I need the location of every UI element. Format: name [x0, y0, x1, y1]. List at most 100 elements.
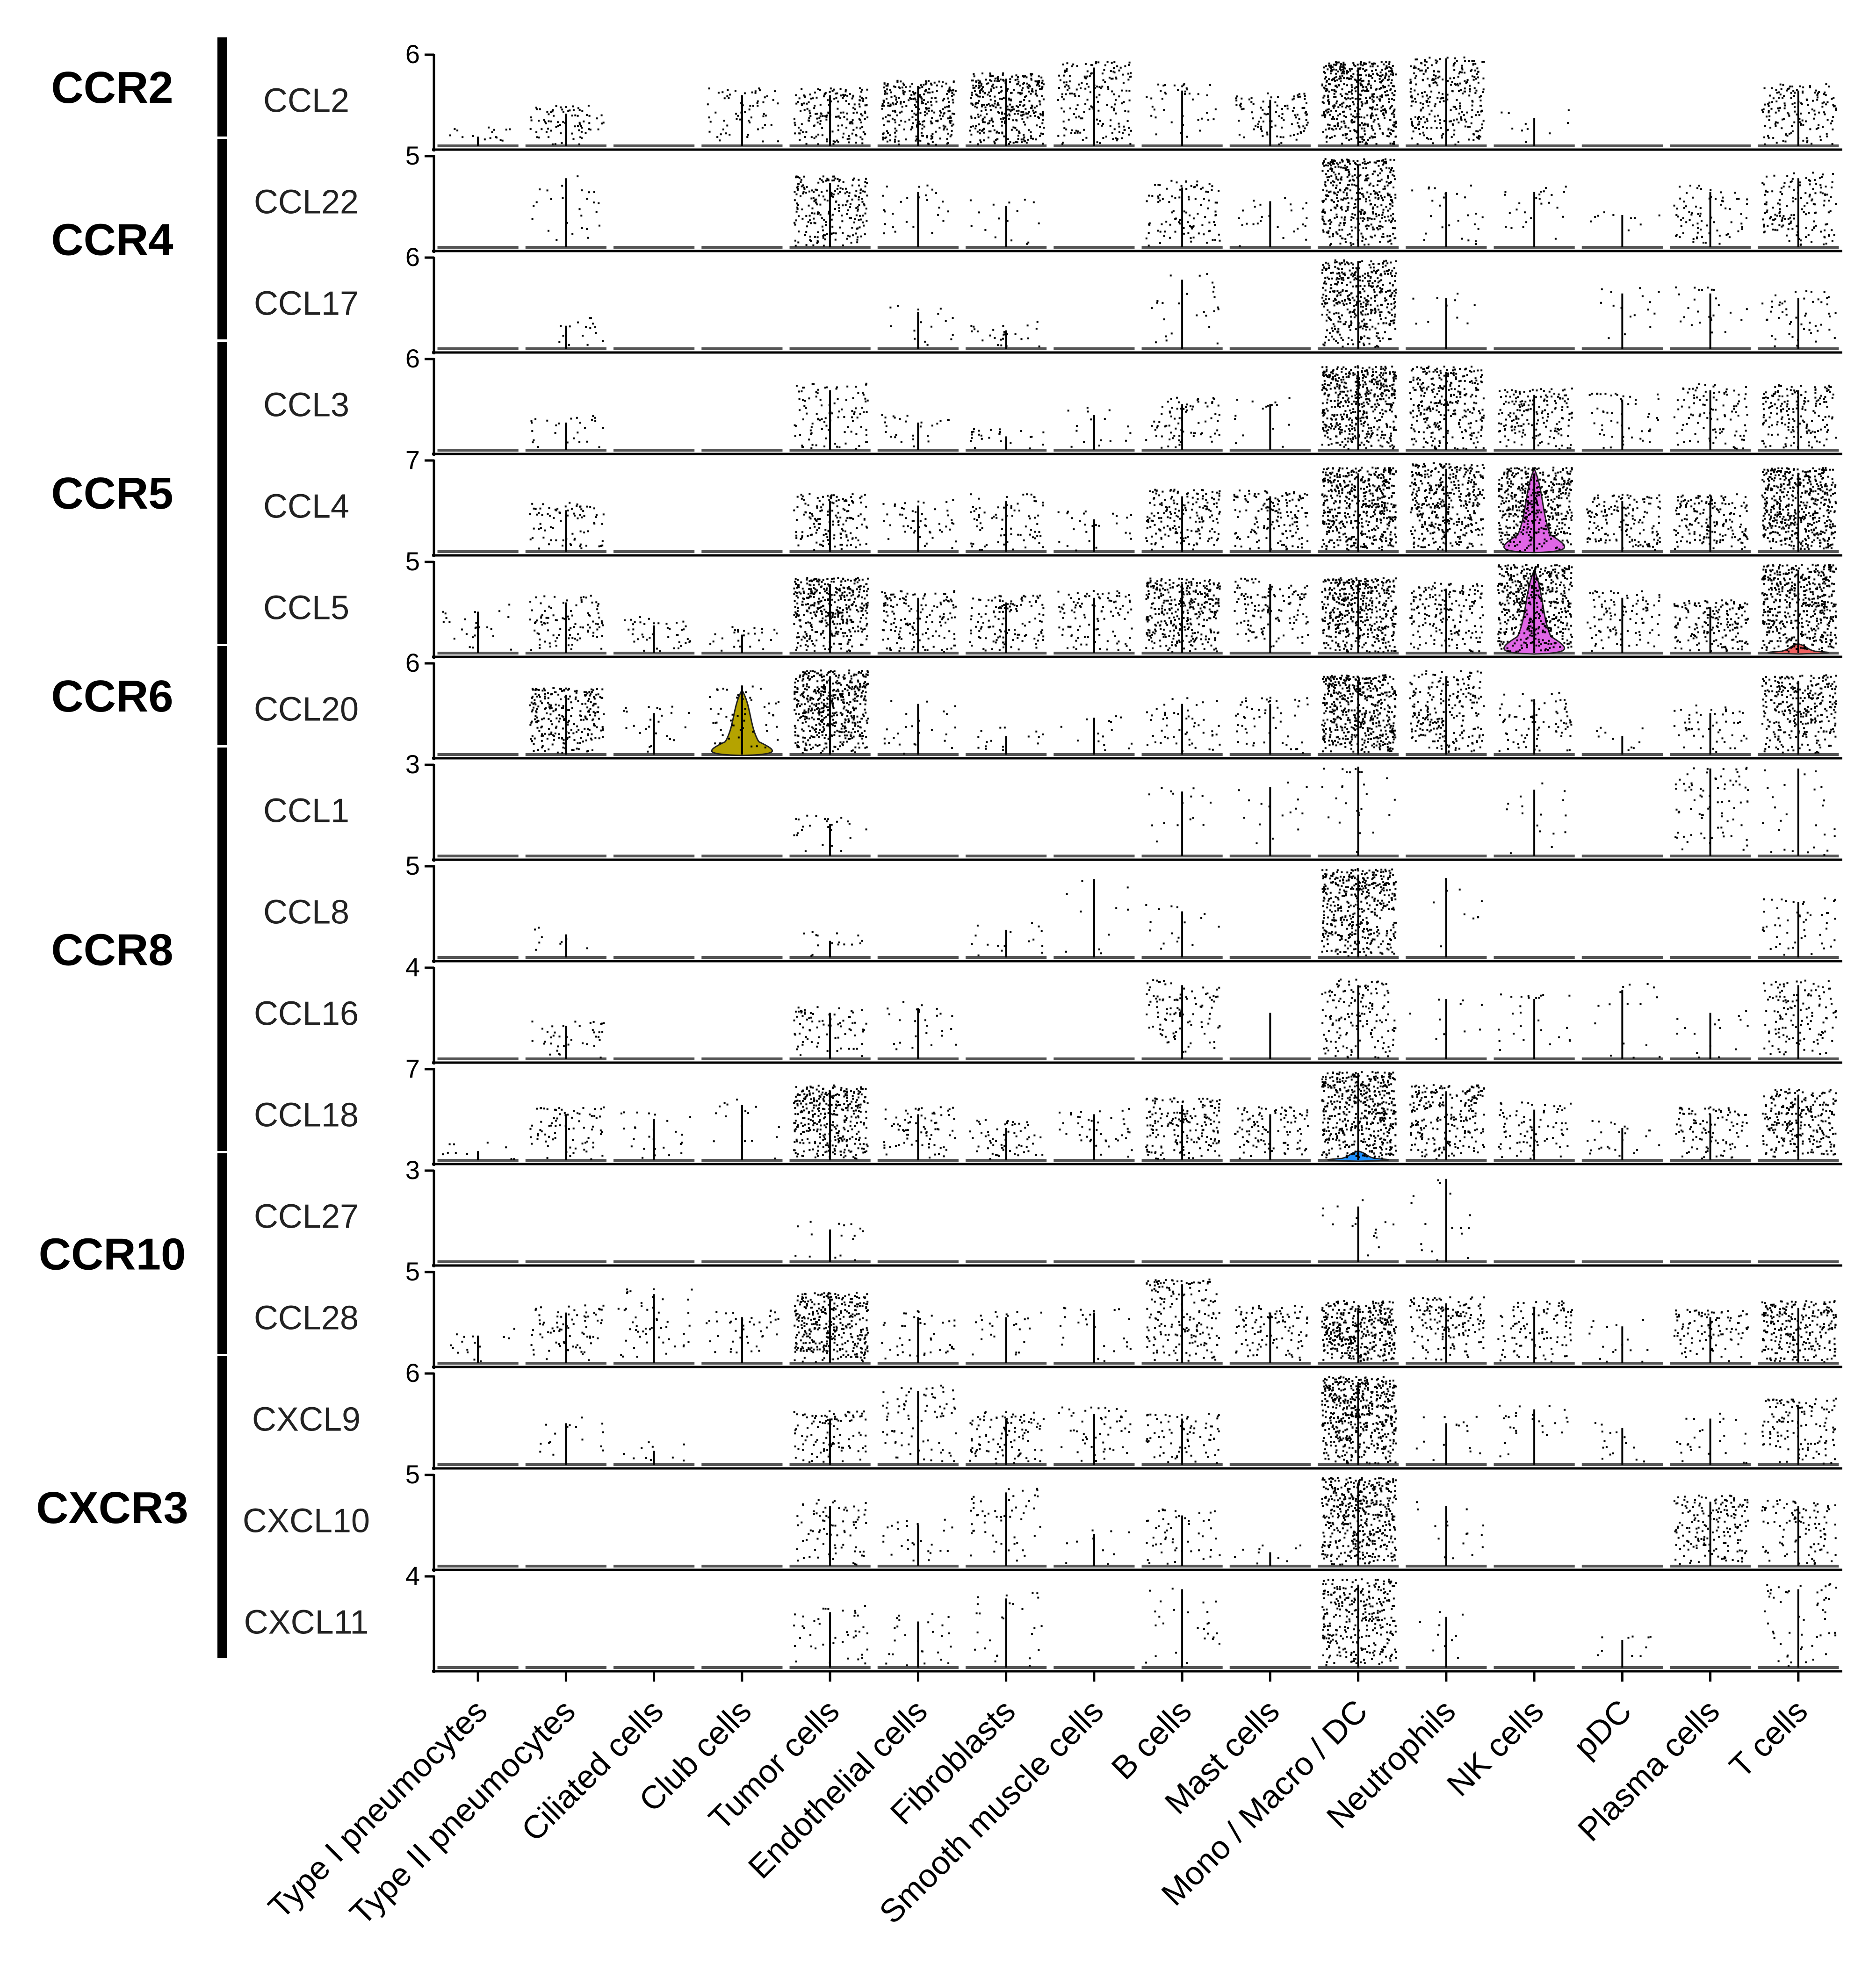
- violin-ccl22-3: [701, 246, 783, 249]
- violin-ccl22-8: [1141, 180, 1223, 249]
- panel-ccl16: 4 CCL16: [254, 952, 1842, 1064]
- violin-ccl4-10: [1318, 467, 1399, 553]
- violin-ccl1-0: [437, 855, 519, 857]
- violin-cxcl11-11: [1406, 1611, 1487, 1669]
- jitter-points: [881, 590, 957, 653]
- violin-cxcl10-13: [1581, 1565, 1663, 1568]
- jitter-points: [1321, 1578, 1397, 1666]
- violin-ccl20-12: [1494, 691, 1575, 756]
- violin-cxcl11-1: [525, 1666, 606, 1669]
- violin-ccl17-10: [1318, 259, 1399, 350]
- violin-ccl16-11: [1406, 999, 1487, 1060]
- violin-cxcl11-0: [437, 1666, 519, 1669]
- violin-cxcl9-6: [966, 1411, 1047, 1466]
- violin-ccl27-4: [789, 1221, 871, 1263]
- violin-base: [1581, 1565, 1663, 1568]
- violin-ccl4-12: [1494, 467, 1575, 554]
- violin-ccl5-11: [1406, 582, 1487, 654]
- violin-ccl1-15: [1758, 768, 1839, 857]
- violin-ccl20-3: [701, 685, 783, 756]
- violin-ccl2-2: [613, 144, 695, 147]
- violin-ccl1-8: [1141, 787, 1223, 857]
- violin-base: [1229, 1463, 1311, 1466]
- jitter-points: [971, 922, 1044, 956]
- jitter-points: [450, 1328, 515, 1362]
- violin-ccl3-9: [1229, 397, 1311, 452]
- violin-ccl16-9: [1229, 1013, 1311, 1060]
- y-tick-label: 6: [405, 648, 420, 677]
- violin-ccl27-1: [525, 1260, 606, 1263]
- violin-ccl28-4: [789, 1292, 871, 1365]
- panel-cxcl11: 4 CXCL11: [244, 1561, 1842, 1673]
- jitter-points: [529, 1106, 605, 1160]
- violin-cxcl11-4: [789, 1605, 871, 1669]
- violin-ccl20-7: [1053, 715, 1135, 756]
- violin-ccl1-14: [1670, 767, 1751, 857]
- violin-ccl28-2: [613, 1288, 695, 1365]
- violin-ccl4-11: [1406, 462, 1487, 553]
- receptor-label: CCR5: [51, 468, 173, 518]
- violin-ccl18-15: [1758, 1088, 1839, 1162]
- violin-cxcl10-15: [1758, 1499, 1839, 1568]
- violin-base: [1581, 1260, 1663, 1263]
- violin-ccl16-7: [1053, 1057, 1135, 1060]
- violin-ccl4-5: [877, 499, 959, 553]
- y-tick-label: 5: [405, 851, 420, 880]
- violin-ccl28-15: [1758, 1300, 1839, 1365]
- jitter-points: [794, 1292, 869, 1363]
- jitter-points: [1761, 290, 1837, 347]
- violin-ccl28-0: [437, 1328, 519, 1365]
- violin-ccl16-14: [1670, 1010, 1751, 1060]
- violin-ccl3-4: [789, 382, 871, 452]
- jitter-points: [969, 594, 1045, 652]
- violin-ccl20-0: [437, 753, 519, 756]
- violin-ccl8-0: [437, 956, 519, 959]
- violin-base: [1053, 246, 1135, 249]
- violin-base: [437, 550, 519, 553]
- violin-ccl18-7: [1053, 1107, 1135, 1162]
- violin-cxcl11-8: [1141, 1588, 1223, 1669]
- receptor-bracket: [217, 342, 227, 644]
- violin-ccl18-3: [701, 1099, 783, 1162]
- violin-ccl20-13: [1581, 726, 1663, 756]
- jitter-points: [1057, 590, 1133, 651]
- violin-ccl16-8: [1141, 979, 1223, 1060]
- violin-base: [966, 1057, 1047, 1060]
- jitter-points: [889, 305, 954, 346]
- panel-ccl22: 5 CCL22: [254, 141, 1842, 253]
- violin-ccl2-7: [1053, 61, 1135, 147]
- violin-ccl17-11: [1406, 293, 1487, 350]
- x-tick-label: T cells: [1722, 1692, 1814, 1784]
- jitter-points: [1321, 1375, 1397, 1465]
- violin-ccl22-6: [966, 199, 1047, 249]
- violin-base: [701, 1666, 783, 1669]
- violin-cxcl9-3: [701, 1463, 783, 1466]
- violin-cxcl9-7: [1053, 1406, 1135, 1466]
- violin-base: [525, 1666, 606, 1669]
- gene-label-ccl20: CCL20: [254, 691, 359, 728]
- jitter-points: [1498, 1101, 1572, 1160]
- jitter-points: [1321, 467, 1397, 551]
- y-tick-label: 5: [405, 141, 420, 170]
- violin-ccl1-13: [1581, 855, 1663, 857]
- jitter-points: [1410, 1179, 1471, 1261]
- y-tick-label: 6: [405, 39, 420, 69]
- jitter-points: [1594, 983, 1661, 1059]
- violin-ccl28-12: [1494, 1300, 1575, 1365]
- jitter-points: [1145, 180, 1221, 247]
- violin-base: [1670, 144, 1751, 147]
- violin-ccl8-11: [1406, 878, 1487, 959]
- jitter-points: [1238, 781, 1308, 844]
- violin-ccl17-4: [789, 347, 871, 350]
- violin-ccl1-4: [789, 814, 871, 857]
- violin-ccl4-4: [789, 493, 871, 553]
- jitter-points: [794, 669, 869, 754]
- violin-ccl17-14: [1670, 286, 1751, 350]
- jitter-points: [881, 79, 957, 146]
- jitter-points: [1321, 158, 1397, 246]
- violin-ccl1-3: [701, 855, 783, 857]
- violin-ccl18-9: [1229, 1106, 1311, 1162]
- violin-ccl8-4: [789, 931, 871, 959]
- violin-base: [437, 1666, 519, 1669]
